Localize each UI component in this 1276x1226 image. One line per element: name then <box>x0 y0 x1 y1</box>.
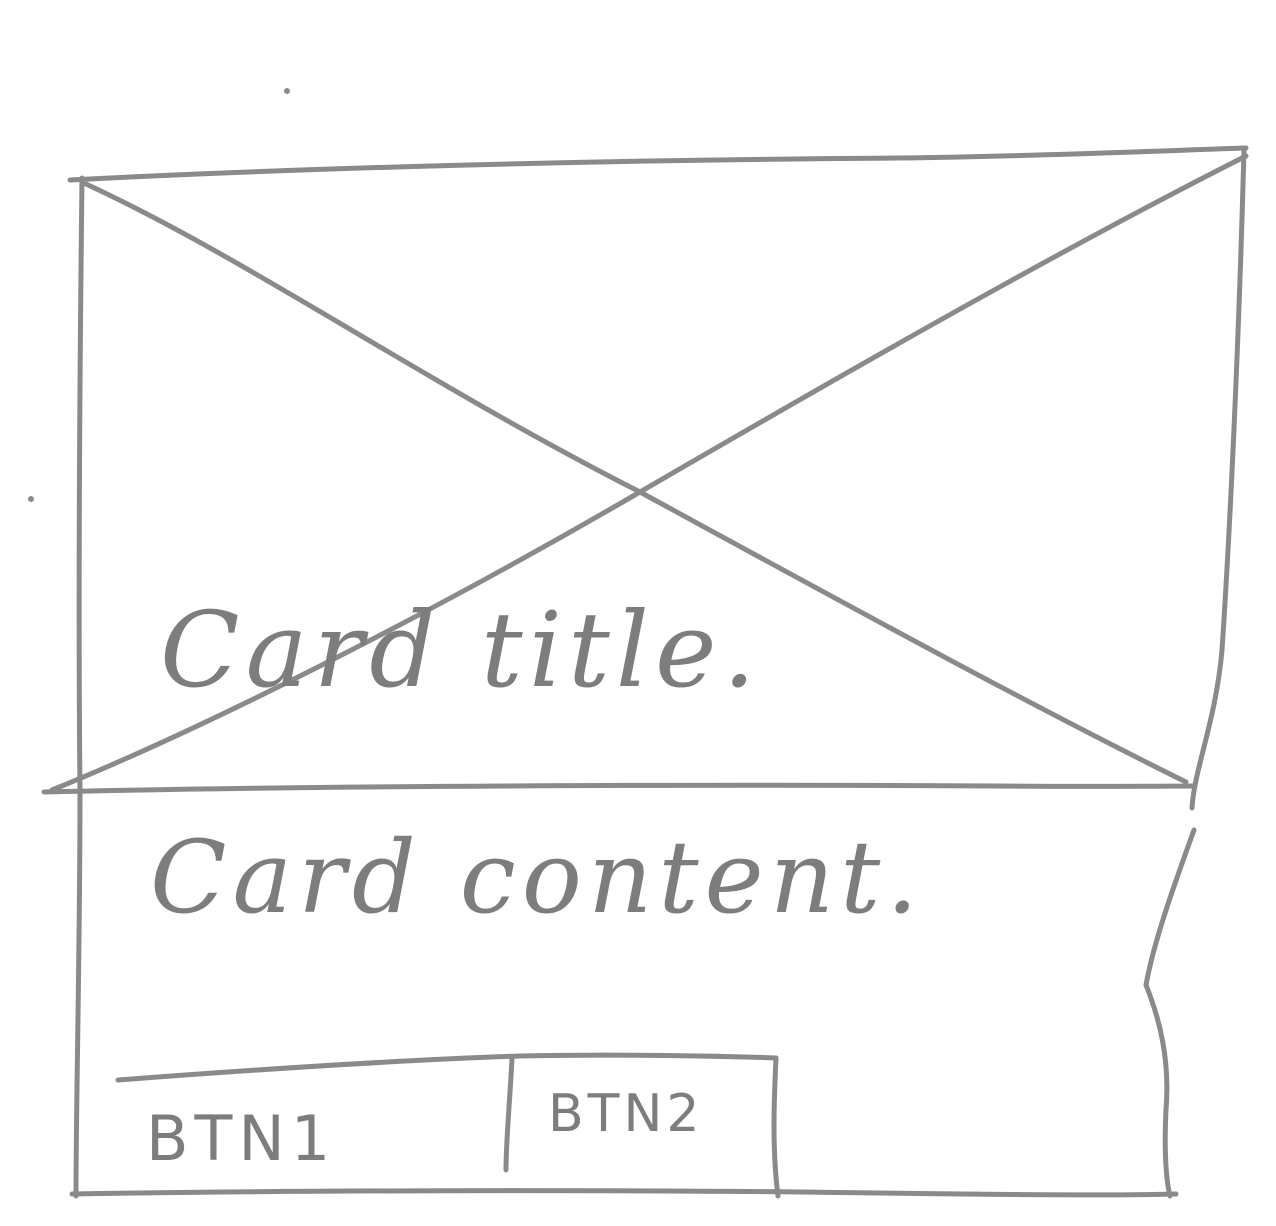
button-divider <box>503 1055 515 1173</box>
pencil-speck <box>284 88 290 94</box>
image-area-divider <box>41 782 1197 795</box>
image-placeholder-diagonal-2 <box>49 153 1249 793</box>
card-border-top <box>67 145 1249 183</box>
card-border-left <box>73 175 85 1199</box>
btn1-label: BTN1 <box>146 1102 337 1175</box>
card-border-right-upper <box>1189 147 1247 811</box>
button-group-top <box>115 1052 779 1083</box>
card-border-right-lower <box>1143 827 1197 1199</box>
card-border-bottom <box>69 1188 1179 1198</box>
card-content: Card content. <box>150 819 925 936</box>
btn2-label: BTN2 <box>548 1084 704 1144</box>
card-title: Card title. <box>160 589 762 711</box>
pencil-speck <box>28 496 34 502</box>
button-group-right <box>771 1055 781 1199</box>
